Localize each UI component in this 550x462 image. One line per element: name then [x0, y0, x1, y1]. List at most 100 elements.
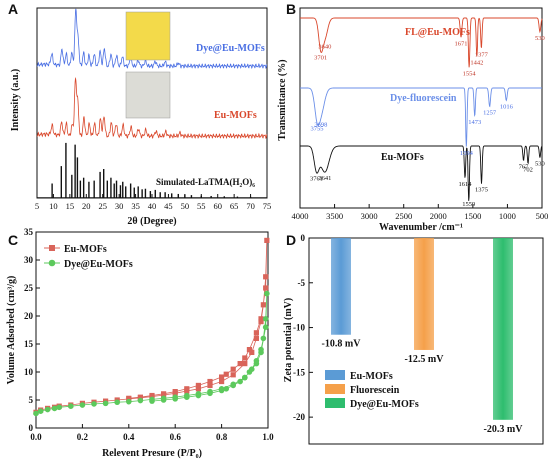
- peak-label-b: 1473: [468, 119, 481, 126]
- panel-b: B 4000 3500 3000 2500 2000 1500 1000 500 3701 36…: [277, 1, 548, 233]
- isotherm-point: [230, 372, 236, 378]
- isotherm-point: [51, 405, 58, 412]
- y-tick-label-d: -20: [293, 412, 305, 422]
- zeta-bar: [414, 238, 434, 350]
- isotherm-point: [223, 386, 230, 392]
- isotherm-point: [137, 397, 144, 404]
- peak-label-b: 767: [519, 164, 530, 171]
- x-tick-label-a: 25: [98, 201, 107, 211]
- x-tick-label-a: 30: [115, 201, 124, 211]
- y-tick-label-d: -10: [293, 323, 305, 333]
- peak-label-b: 1554: [463, 71, 477, 78]
- isotherm-point: [219, 378, 225, 385]
- isotherm-point: [79, 402, 86, 408]
- legend-c: Eu-MOFs Dye@Eu-MOFs: [44, 244, 133, 270]
- x-tick-label-b: 3000: [361, 211, 378, 221]
- isotherm-point: [260, 302, 266, 308]
- peak-label-b: 1016: [500, 103, 514, 110]
- isotherm-point: [262, 324, 269, 331]
- y-tick-label-c: 20: [24, 311, 34, 321]
- isotherm-point: [237, 361, 243, 367]
- isotherm-point: [44, 406, 51, 413]
- zeta-value-label: -12.5 mV: [405, 354, 445, 365]
- x-axis-label-c: Relevent Presure (P/P₀): [102, 448, 202, 459]
- x-tick-label-c: 0.8: [216, 432, 228, 442]
- isotherm-point: [126, 395, 132, 401]
- x-tick-label-a: 20: [82, 201, 91, 211]
- legend-label-dye-eu-mofs: Dye@Eu-MOFs: [64, 259, 133, 270]
- isotherm-point: [114, 399, 120, 406]
- points-c: [33, 237, 270, 417]
- panel-label-d: D: [286, 232, 296, 248]
- panel-label-b: B: [286, 1, 296, 17]
- series-a: [36, 8, 268, 198]
- isotherm-point: [195, 386, 201, 392]
- y-tick-label-c: 30: [24, 255, 34, 265]
- legend-swatch-d: [325, 370, 345, 380]
- isotherm-point: [249, 349, 255, 355]
- plot-frame-b: [299, 7, 543, 209]
- series-label-dye-eu-mofs: Dye@Eu-MOFs: [196, 43, 265, 54]
- y-tick-label-d: -15: [293, 367, 305, 377]
- isotherm-point: [253, 330, 259, 336]
- x-tick-label-a: 50: [181, 201, 190, 211]
- isotherm-point: [218, 387, 225, 394]
- x-tick-label-a: 75: [263, 201, 272, 211]
- y-axis-label-c: Volume Adsorbed (cm³/g): [6, 276, 17, 385]
- x-tick-label-c: 0.4: [123, 432, 135, 442]
- zeta-value-label: -20.3 mV: [484, 424, 524, 435]
- isotherm-point: [258, 319, 264, 325]
- isotherm-point: [68, 403, 74, 409]
- y-axis-label-b: Transmittance (%): [277, 59, 288, 140]
- isotherm-point: [242, 361, 248, 367]
- legend-label-d: Eu-MOFs: [350, 371, 393, 382]
- isotherm-point: [172, 389, 178, 395]
- x-tick-label-a: 15: [66, 201, 75, 211]
- isotherm-point: [263, 274, 269, 280]
- ftir-spectrum-line: [300, 87, 542, 147]
- x-tick-label-a: 35: [131, 201, 140, 211]
- isotherm-point: [263, 285, 269, 291]
- isotherm-point: [91, 401, 97, 407]
- isotherm-point: [184, 394, 190, 401]
- peak-label-b: 1257: [483, 110, 497, 117]
- y-tick-label-c: 0: [29, 423, 34, 433]
- y-axis-label-d: Zeta potential (mV): [283, 298, 294, 382]
- peak-label-b: 3641: [318, 175, 331, 182]
- x-tick-label-b: 1500: [464, 211, 481, 221]
- legend-marker-eu-mofs: [49, 245, 55, 251]
- peak-label-b: 3755: [310, 126, 323, 133]
- isotherm-point: [246, 369, 253, 375]
- isotherm-point: [33, 410, 39, 417]
- isotherm-point: [37, 408, 44, 415]
- x-tick-label-b: 2500: [395, 211, 412, 221]
- isotherm-point: [246, 347, 253, 353]
- peak-label-b: 1442: [470, 60, 483, 67]
- isotherm-point: [253, 335, 259, 341]
- legend-label-d: Dye@Eu-MOFs: [350, 399, 419, 410]
- x-tick-label-c: 1.0: [262, 432, 274, 442]
- y-tick-label-c: 25: [24, 283, 34, 293]
- x-ticks-b: 4000 3500 3000 2500 2000 1500 1000 500: [292, 204, 549, 221]
- panel-label-a: A: [8, 1, 18, 17]
- x-tick-label-b: 500: [536, 211, 549, 221]
- inset-photo-dye-eu-mofs: [125, 11, 171, 61]
- plot-frame-c: [35, 231, 269, 429]
- isotherm-point: [102, 400, 109, 407]
- series-label-eu-mofs-ir: Eu-MOFs: [381, 152, 424, 163]
- y-tick-label-c: 35: [24, 227, 34, 237]
- peak-label-b: 3640: [318, 44, 331, 51]
- isotherm-point: [161, 391, 167, 397]
- isotherm-point: [149, 392, 155, 399]
- legend-d: Eu-MOFs Fluorescein Dye@Eu-MOFs: [325, 370, 419, 410]
- isotherm-point: [172, 396, 178, 402]
- isotherm-point: [264, 237, 270, 243]
- x-tick-label-a: 10: [49, 201, 58, 211]
- peak-label-b: 1377: [475, 51, 489, 58]
- peak-label-b: 1614: [458, 181, 472, 188]
- xrd-pattern-line: [36, 8, 268, 70]
- series-label-fl-eu-mofs: FL@Eu-MOFs: [405, 27, 470, 38]
- peak-label-b: 702: [523, 166, 533, 173]
- peak-label-b: 3698: [314, 122, 327, 129]
